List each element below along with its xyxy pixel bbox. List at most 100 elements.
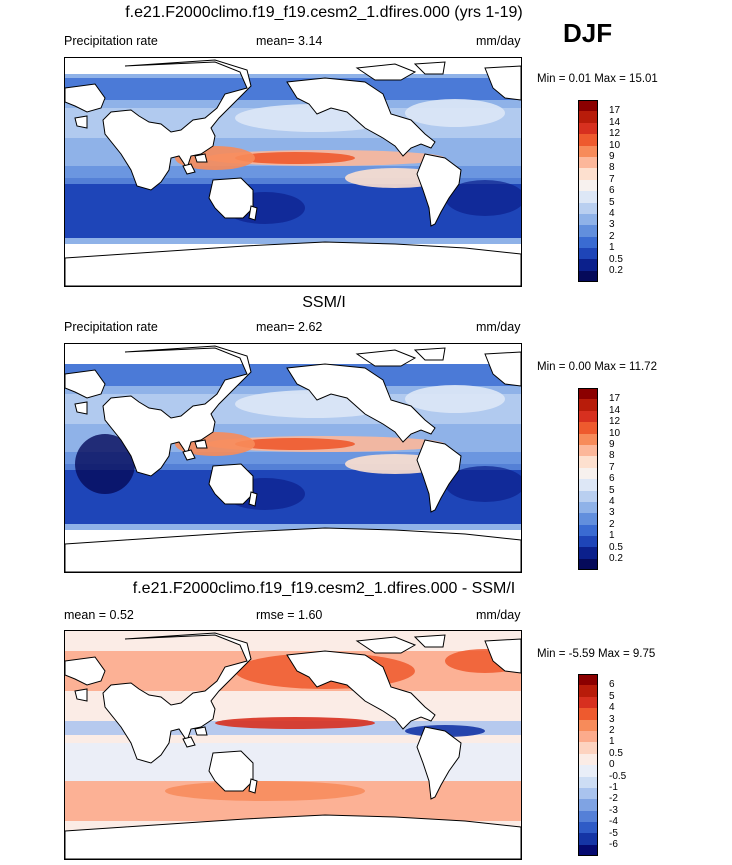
coastline — [74, 115, 88, 129]
colorbar-tick-label: -1 — [609, 782, 618, 793]
colorbar-tick-label: 0.5 — [609, 253, 623, 265]
colorbar-segment — [578, 191, 598, 203]
field-blob — [405, 385, 505, 413]
colorbar-segment — [578, 674, 598, 686]
colorbar-tick-label: 3 — [609, 219, 615, 231]
rmse-label: rmse = 1.60 — [256, 608, 323, 622]
panel-title: f.e21.F2000climo.f19_f19.cesm2_1.dfires.… — [125, 4, 523, 21]
mean-label: mean= 2.62 — [256, 320, 323, 334]
coastline — [102, 632, 252, 764]
colorbar-segment — [578, 213, 598, 226]
colorbar-tick-label: 3 — [609, 713, 615, 725]
coastline — [182, 736, 196, 748]
colorbar-segment — [578, 536, 598, 548]
colorbar-segment — [578, 225, 598, 237]
colorbar-tick-label: 9 — [609, 151, 615, 162]
colorbar-segment — [578, 248, 598, 260]
colorbar-tick-label: 8 — [609, 162, 615, 174]
units-label: mm/day — [476, 320, 521, 334]
colorbar-segment — [578, 467, 598, 480]
coastline — [355, 63, 417, 81]
field-blob — [75, 434, 135, 494]
colorbar-segment — [578, 776, 598, 788]
colorbar-segment — [578, 100, 598, 112]
colorbar-tick-label: 8 — [609, 450, 615, 462]
colorbar-segment — [578, 719, 598, 731]
colorbar-tick-label: 5 — [609, 196, 615, 208]
colorbar-segment — [578, 168, 598, 180]
colorbar-tick-label: 6 — [609, 473, 615, 485]
variable-label: Precipitation rate — [64, 320, 158, 334]
coastline — [248, 491, 258, 507]
colorbar-segment — [578, 490, 598, 502]
mean-label: mean = 0.52 — [64, 608, 134, 622]
map-plot — [64, 630, 522, 860]
colorbar-tick-label: 5 — [609, 484, 615, 496]
panel-title: f.e21.F2000climo.f19_f19.cesm2_1.dfires.… — [132, 580, 516, 597]
colorbar-segment — [578, 479, 598, 491]
coastline — [208, 463, 254, 505]
coastline — [248, 205, 258, 221]
coastline — [286, 363, 436, 443]
colorbar-tick-label: 4 — [609, 208, 615, 219]
colorbar-tick-label: 6 — [609, 679, 615, 691]
field-blob — [235, 438, 355, 450]
coastline — [355, 636, 417, 654]
coastline — [484, 65, 521, 101]
colorbar-tick-label: 17 — [609, 105, 621, 117]
colorbar-tick-label: 1 — [609, 242, 615, 254]
colorbar-tick-label: 2 — [609, 230, 615, 242]
colorbar-tick-label: 0.5 — [609, 541, 623, 553]
field-blob — [445, 466, 521, 502]
colorbar-tick-label: 14 — [609, 404, 621, 416]
colorbar-tick-label: -2 — [609, 793, 618, 805]
colorbar-segment — [578, 410, 598, 423]
colorbar-segment — [578, 388, 598, 400]
colorbar-tick-label: 17 — [609, 393, 621, 405]
coastline — [413, 61, 446, 75]
coastline — [248, 778, 258, 794]
coastline — [416, 153, 462, 227]
colorbar-tick-label: 2 — [609, 518, 615, 530]
coastline — [65, 656, 106, 686]
colorbar — [578, 388, 598, 571]
colorbar-segment — [578, 844, 598, 857]
colorbar-segment — [578, 259, 598, 271]
coastline — [102, 345, 252, 477]
coastline — [484, 351, 521, 387]
colorbar-segment — [578, 444, 598, 457]
colorbar-segment — [578, 799, 598, 811]
coastline — [74, 401, 88, 415]
colorbar-tick-label: 1 — [609, 530, 615, 542]
colorbar-segment — [578, 156, 598, 169]
coastline — [194, 726, 208, 736]
colorbar-tick-label: -5 — [609, 827, 618, 839]
colorbar-segment — [578, 547, 598, 559]
colorbar-segment — [578, 134, 598, 146]
colorbar-tick-label: 14 — [609, 116, 621, 128]
colorbar-tick-label: 5 — [609, 690, 615, 702]
map-plot — [64, 343, 522, 573]
field-blob — [445, 180, 521, 216]
variable-label: Precipitation rate — [64, 34, 158, 48]
coastline — [484, 638, 521, 674]
coastline — [65, 369, 106, 399]
colorbar-tick-label: 4 — [609, 702, 615, 714]
colorbar-segment — [578, 501, 598, 514]
colorbar-segment — [578, 122, 598, 135]
colorbar-tick-label: 0.2 — [609, 553, 623, 564]
field-blob — [215, 717, 375, 729]
colorbar-segment — [578, 742, 598, 754]
colorbar-tick-label: 12 — [609, 416, 621, 428]
colorbar-segment — [578, 810, 598, 823]
colorbar-segment — [578, 270, 598, 283]
field-band — [65, 58, 521, 70]
colorbar-tick-label: 1 — [609, 736, 615, 748]
colorbar-segment — [578, 179, 598, 192]
colorbar — [578, 100, 598, 283]
coastline — [286, 77, 436, 157]
coastline — [182, 449, 196, 461]
coastline — [355, 349, 417, 367]
colorbar-tick-label: -0.5 — [609, 770, 627, 782]
coastline — [65, 527, 521, 572]
